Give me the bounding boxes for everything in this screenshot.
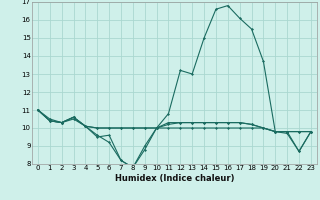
X-axis label: Humidex (Indice chaleur): Humidex (Indice chaleur): [115, 174, 234, 183]
